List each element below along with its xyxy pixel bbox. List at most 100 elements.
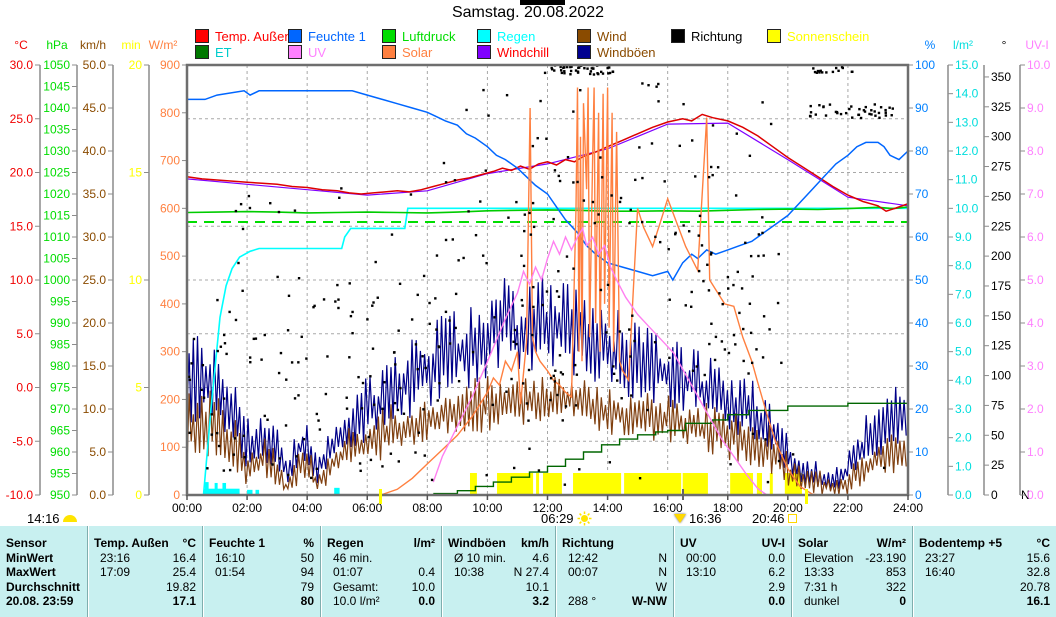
axis-tick-label: -10.0 xyxy=(6,488,34,502)
stats-row: 3.2 xyxy=(442,594,555,609)
stats-column-uv: UV UV-I 00:00 0.0 13:10 6.2 2.9 0.0 xyxy=(673,526,791,617)
stats-row: MinWert xyxy=(0,551,87,566)
axis-unit-label: ° xyxy=(1001,38,1007,52)
stats-header-label: Richtung xyxy=(562,536,614,550)
stats-cell-time: Elevation xyxy=(804,550,854,565)
stats-row: dunkel 0 xyxy=(792,594,912,609)
stats-cell-time: 12:42 xyxy=(568,550,599,565)
stats-row: 01:07 0.4 xyxy=(321,565,441,580)
axis-tick-label: 250 xyxy=(991,189,1011,203)
legend-item-et: ET xyxy=(195,44,232,60)
axis-tick-label: 100 xyxy=(915,58,935,72)
axis-tick-label: 20.0 xyxy=(83,316,107,330)
axis-tick-label: 20.0 xyxy=(10,166,34,180)
stats-header-label: Solar xyxy=(798,536,829,550)
x-axis-time-label: 06:00 xyxy=(352,501,382,515)
axis-tick-label: 225 xyxy=(991,219,1011,233)
axis-tick-label: 275 xyxy=(991,160,1011,174)
stats-row: 20.08. 23:59 xyxy=(0,594,87,609)
sun-icon xyxy=(577,511,592,526)
stats-cell-value: 25.4 xyxy=(172,565,196,579)
axis-tick-label: 15.0 xyxy=(83,359,107,373)
axis-tick-label: 30.0 xyxy=(10,58,34,72)
axis-tick-label: 3.0 xyxy=(955,402,972,416)
axis-tick-label: 90 xyxy=(915,101,929,115)
axis-tick-label: 985 xyxy=(50,338,70,352)
stats-column-header: Feuchte 1% xyxy=(203,536,320,551)
stats-cell-time xyxy=(919,594,925,609)
stats-cell-value: W xyxy=(655,579,667,594)
stats-cell-time: 7:31 h xyxy=(804,579,838,594)
axis-tick-label: 960 xyxy=(50,445,70,459)
astro-marker-06-29: 06:29 xyxy=(541,511,592,526)
stats-row: 80 xyxy=(203,594,320,609)
stats-cell-value: 322 xyxy=(885,579,906,594)
astro-marker-time: 16:36 xyxy=(689,511,722,526)
legend-color-swatch xyxy=(477,45,491,59)
x-axis-time-label: 14:00 xyxy=(593,501,623,515)
stats-row: 16:40 32.8 xyxy=(913,565,1056,580)
stats-column-feuchte-1: Feuchte 1% 16:10 50 01:54 94 79 80 xyxy=(202,526,320,617)
legend-item-windb-en: Windböen xyxy=(577,45,656,60)
stats-row: 01:54 94 xyxy=(203,565,320,580)
axis-tick-label: 15 xyxy=(129,166,143,180)
axis-tick-label: 950 xyxy=(50,488,70,502)
stats-column-header: UV UV-I xyxy=(674,536,791,551)
stats-cell-value: 15.6 xyxy=(1026,550,1050,565)
stats-cell-time: Durchschnitt xyxy=(6,579,81,594)
stats-cell-value: 3.2 xyxy=(532,594,549,608)
axis-tick-label: 13.0 xyxy=(955,115,979,129)
stats-cell-value: 20.78 xyxy=(1019,579,1050,594)
axis-tick-label: 970 xyxy=(50,402,70,416)
axis-tick-label: 1050 xyxy=(43,58,70,72)
legend-color-swatch xyxy=(477,29,491,43)
stats-row: Durchschnitt xyxy=(0,580,87,595)
legend-label: Regen xyxy=(497,28,536,44)
axis-tick-label: 10.0 xyxy=(1027,58,1051,72)
x-axis-time-label: 00:00 xyxy=(172,501,202,515)
stats-row: W xyxy=(556,580,673,595)
astro-marker-time: 14:16 xyxy=(27,511,60,526)
axis-tick-label: 325 xyxy=(991,100,1011,114)
axis-tick-label: 1025 xyxy=(43,166,70,180)
axis-tick-label: 0.0 xyxy=(1027,488,1044,502)
astro-marker-16-36: 16:36 xyxy=(674,511,722,526)
legend-label: Sonnenschein xyxy=(787,28,870,44)
axis-tick-label: 80 xyxy=(915,144,929,158)
axis-tick-label: 6.0 xyxy=(955,316,972,330)
stats-cell-time: 13:33 xyxy=(804,565,835,579)
axis-tick-label: 100 xyxy=(160,440,180,454)
stats-cell-time: 01:54 xyxy=(215,565,246,579)
axis-tick-label: 980 xyxy=(50,359,70,373)
axis-tick-label: 350 xyxy=(991,70,1011,84)
axis-tick-label: 1005 xyxy=(43,252,70,266)
stats-row: 7:31 h 322 xyxy=(792,580,912,595)
stats-column-header: Richtung xyxy=(556,536,673,551)
legend-color-swatch xyxy=(671,29,685,43)
stats-cell-time: 288 ° xyxy=(568,594,597,608)
axis-unit-label: °C xyxy=(14,38,28,52)
legend-item-sonnenschein: Sonnenschein xyxy=(767,28,870,44)
stats-row: 79 xyxy=(203,580,320,595)
stats-cell-time: 16:40 xyxy=(925,565,956,579)
stats-row: 13:33 853 xyxy=(792,565,912,580)
x-axis-time-label: 16:00 xyxy=(653,501,683,515)
stats-row: 13:10 6.2 xyxy=(674,565,791,580)
legend-label: UV xyxy=(308,44,327,60)
axis-unit-label: min xyxy=(121,38,141,52)
legend-item-windchill: Windchill xyxy=(477,45,549,60)
axis-tick-label: 0 xyxy=(135,488,142,502)
axis-unit-label: % xyxy=(924,38,936,52)
stats-row: 288 ° W-NW xyxy=(556,594,673,609)
legend-label: ET xyxy=(215,44,232,60)
stats-cell-value: N 27.4 xyxy=(513,565,549,579)
stats-cell-time xyxy=(680,580,686,595)
stats-cell-time: 23:27 xyxy=(925,550,956,565)
axis-tick-label: 1.0 xyxy=(955,459,972,473)
astro-marker-14-16: 14:16 xyxy=(27,511,77,526)
stats-cell-time: 13:10 xyxy=(686,565,717,579)
axis-tick-label: 955 xyxy=(50,467,70,481)
legend-item-richtung: Richtung xyxy=(671,29,742,44)
stats-column-header: Sensor xyxy=(0,536,87,551)
stats-cell-value: -23.190 xyxy=(865,550,906,565)
